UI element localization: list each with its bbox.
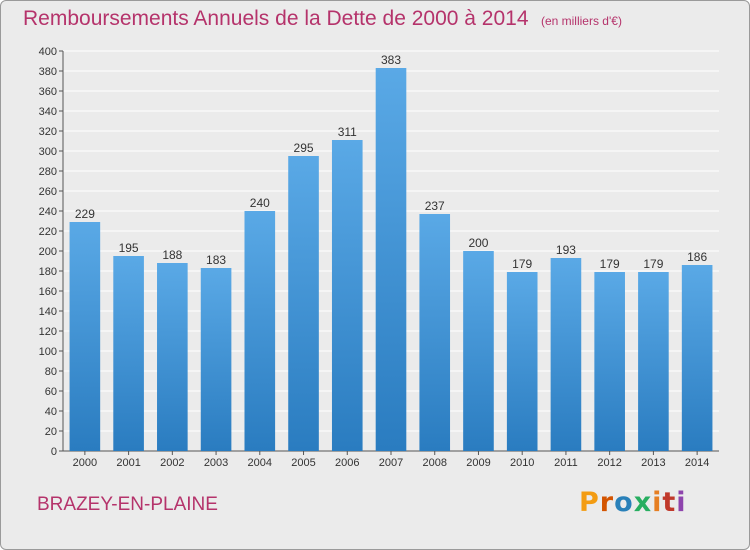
bar-value-label: 179 (643, 257, 663, 271)
x-tick-label: 2002 (160, 457, 184, 469)
x-tick-label: 2010 (510, 457, 534, 469)
bar (419, 214, 451, 451)
y-tick-label: 340 (39, 106, 57, 118)
y-tick-label: 300 (39, 146, 57, 158)
y-tick-label: 320 (39, 126, 57, 138)
x-tick-label: 2011 (554, 457, 578, 469)
y-tick-label: 80 (45, 366, 57, 378)
y-tick-label: 260 (39, 186, 57, 198)
brand-letter: o (614, 487, 634, 518)
y-tick-label: 120 (39, 326, 57, 338)
x-tick-label: 2008 (422, 457, 446, 469)
y-tick-label: 220 (39, 226, 57, 238)
bar (375, 68, 407, 451)
bar-value-label: 229 (75, 207, 95, 221)
x-tick-label: 2005 (291, 457, 315, 469)
x-tick-label: 2000 (73, 457, 97, 469)
brand-logo: Proxiti (579, 487, 687, 518)
chart-subtitle: (en milliers d'€) (540, 14, 622, 28)
bar (157, 263, 188, 451)
x-tick-label: 2009 (466, 457, 490, 469)
x-tick-label: 2006 (335, 457, 359, 469)
brand-letter: t (662, 487, 677, 518)
chart-title-block: Remboursements Annuels de la Dette de 20… (23, 7, 622, 31)
chart-title: Remboursements Annuels de la Dette de 20… (23, 7, 529, 30)
x-tick-label: 2003 (204, 457, 228, 469)
y-tick-label: 380 (39, 66, 57, 78)
bar-value-label: 183 (206, 253, 226, 267)
y-tick-label: 0 (51, 446, 57, 458)
y-tick-label: 400 (39, 46, 57, 58)
y-tick-label: 200 (39, 246, 57, 258)
y-tick-label: 240 (39, 206, 57, 218)
bar (288, 156, 319, 451)
x-tick-label: 2007 (379, 457, 403, 469)
bar-value-label: 200 (468, 236, 488, 250)
bar (681, 265, 713, 451)
brand-letter: r (599, 487, 615, 518)
bar-value-label: 237 (425, 199, 445, 213)
bar (463, 251, 494, 451)
bar (200, 268, 232, 451)
bar-value-label: 383 (381, 53, 401, 67)
commune-name: BRAZEY-EN-PLAINE (37, 494, 218, 515)
x-tick-label: 2013 (641, 457, 665, 469)
bar-value-label: 295 (294, 141, 314, 155)
bar-value-label: 179 (600, 257, 620, 271)
y-tick-label: 160 (39, 286, 57, 298)
bar (638, 272, 669, 451)
y-tick-label: 140 (39, 306, 57, 318)
bar (550, 258, 582, 451)
bar-value-label: 193 (556, 243, 576, 257)
x-tick-label: 2004 (248, 457, 272, 469)
y-tick-label: 100 (39, 346, 57, 358)
y-tick-label: 40 (45, 406, 57, 418)
x-tick-label: 2012 (597, 457, 621, 469)
bar-value-label: 240 (250, 196, 270, 210)
bar (331, 140, 363, 451)
brand-letter: x (633, 487, 653, 518)
bar (113, 256, 144, 451)
y-tick-label: 360 (39, 86, 57, 98)
bar (594, 272, 625, 451)
bar-value-label: 188 (162, 248, 182, 262)
y-tick-label: 180 (39, 266, 57, 278)
bar (244, 211, 276, 451)
brand-letter: i (652, 487, 663, 518)
bar-value-label: 195 (119, 241, 139, 255)
y-tick-label: 280 (39, 166, 57, 178)
x-tick-label: 2001 (116, 457, 140, 469)
x-tick-label: 2014 (685, 457, 709, 469)
bar-value-label: 179 (512, 257, 532, 271)
bar (506, 272, 538, 451)
brand-letter: P (579, 487, 600, 518)
bar-value-label: 311 (338, 125, 357, 139)
bar (69, 222, 101, 451)
brand-letter: i (676, 487, 687, 518)
y-tick-label: 20 (45, 426, 57, 438)
bar-value-label: 186 (687, 250, 707, 264)
y-tick-label: 60 (45, 386, 57, 398)
